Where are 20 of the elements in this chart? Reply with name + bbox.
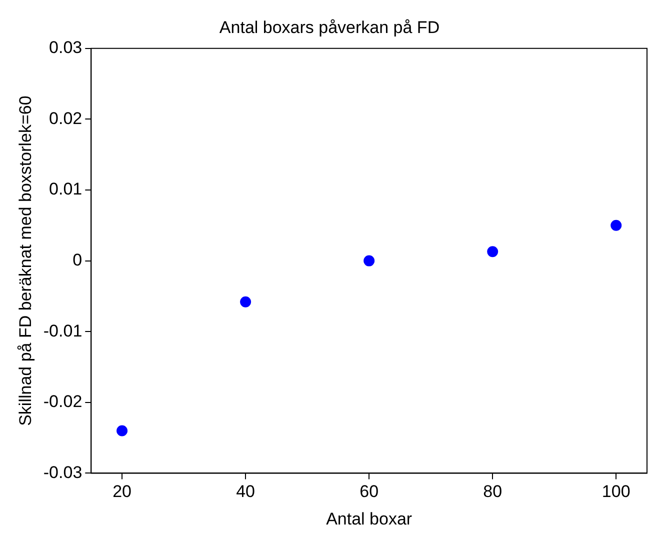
- point: [610, 220, 622, 231]
- point: [364, 255, 375, 266]
- x-axis-title: Antal boxar: [326, 509, 412, 528]
- y-tick-label: 0.02: [49, 108, 82, 128]
- y-axis-title: Skillnad på FD beräknat med boxstorlek=60: [16, 96, 35, 426]
- y-tick-label: 0: [72, 250, 82, 270]
- x-tick-label: 80: [483, 482, 502, 502]
- point: [240, 296, 252, 308]
- y-tick-label: -0.03: [43, 462, 82, 482]
- chart-title: Antal boxars påverkan på FD: [219, 18, 440, 37]
- point: [487, 246, 498, 258]
- x-tick-label: 40: [236, 482, 256, 502]
- y-tick-label: 0.03: [49, 38, 82, 58]
- x-tick-label: 100: [602, 482, 630, 502]
- x-tick-label: 20: [112, 482, 132, 502]
- y-tick-label: 0.01: [49, 180, 82, 199]
- point: [116, 425, 128, 436]
- y-tick-label: -0.02: [43, 392, 82, 412]
- x-tick-label: 60: [360, 482, 379, 502]
- y-tick-label: -0.01: [43, 321, 82, 340]
